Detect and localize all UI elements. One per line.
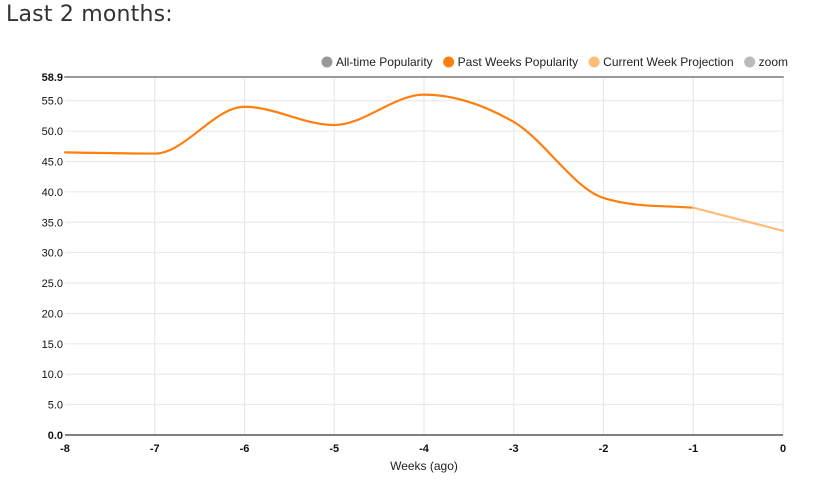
legend-item-past-weeks-popularity[interactable]: Past Weeks Popularity [443, 55, 578, 69]
x-axis-label: Weeks (ago) [390, 459, 458, 473]
y-tick-label: 15.0 [42, 339, 63, 351]
legend-label: Current Week Projection [603, 55, 734, 69]
y-tick-label: 50.0 [42, 126, 63, 138]
y-tick-label: 10.0 [42, 369, 63, 381]
legend-item-all-time-popularity[interactable]: All-time Popularity [321, 55, 433, 69]
legend-label: zoom [759, 55, 788, 69]
y-tick-label: 20.0 [42, 308, 63, 320]
legend-label: Past Weeks Popularity [458, 55, 579, 69]
legend: All-time Popularity Past Weeks Popularity… [321, 55, 788, 69]
x-tick-label: 0 [780, 443, 786, 455]
series-line-current-week-projection [692, 206, 785, 232]
y-tick-label: 35.0 [42, 217, 63, 229]
y-tick-labels: 0.0 5.0 10.0 15.0 20.0 25.0 30.0 35.0 40.0 45.0 50… [42, 72, 63, 442]
grid [65, 77, 784, 435]
x-tick-label: -2 [599, 443, 609, 455]
legend-swatch [588, 56, 600, 68]
x-tick-label: -3 [509, 443, 519, 455]
y-tick-label: 55.0 [42, 96, 63, 108]
x-tick-label: -4 [419, 443, 430, 455]
legend-item-current-week-projection[interactable]: Current Week Projection [588, 55, 734, 69]
page-title: Last 2 months: [6, 2, 173, 27]
y-tick-label: 58.9 [42, 72, 63, 84]
x-tick-label: -6 [240, 443, 250, 455]
x-tick-labels: -8 -7 -6 -5 -4 -3 -2 -1 0 [60, 443, 786, 455]
x-tick-label: -8 [60, 443, 70, 455]
series-lines [63, 76, 785, 232]
legend-swatch [321, 56, 333, 68]
legend-swatch [443, 56, 455, 68]
y-tick-label: 40.0 [42, 187, 63, 199]
x-tick-label: -5 [329, 443, 339, 455]
y-tick-label: 30.0 [42, 248, 63, 260]
y-tick-label: 5.0 [48, 400, 63, 412]
x-tick-label: -7 [150, 443, 160, 455]
y-tick-label: 45.0 [42, 156, 63, 168]
y-tick-label: 25.0 [42, 278, 63, 290]
x-tick-label: -1 [688, 443, 698, 455]
legend-label: All-time Popularity [336, 55, 433, 69]
legend-swatch [744, 56, 756, 68]
legend-item-zoom[interactable]: zoom [744, 55, 788, 69]
y-tick-label: 0.0 [48, 430, 63, 442]
series-line-past-weeks-popularity [63, 93, 695, 209]
